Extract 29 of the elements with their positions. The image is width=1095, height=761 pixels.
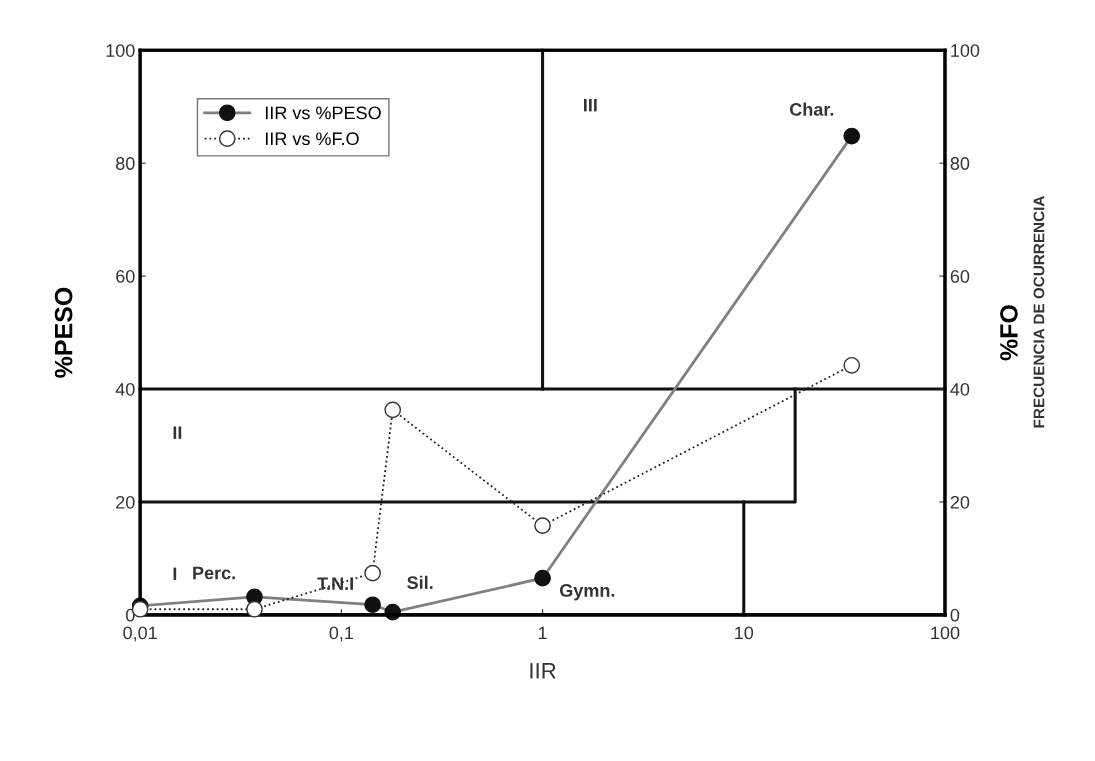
y-tick-label: 40	[115, 382, 135, 396]
y2-tick-label: 100	[951, 44, 980, 57]
annotation: Gymn.	[559, 584, 615, 601]
y2-tick-label: 0	[950, 608, 960, 622]
x-axis-title: IIR	[530, 663, 556, 679]
y2-axis-title: %FO	[1000, 305, 1018, 361]
y2-tick-label: 60	[950, 270, 970, 283]
text: FRECUENCIA DE OCURRENCIA	[1033, 195, 1045, 428]
y-tick-label: 60	[116, 270, 135, 283]
x-tick-label: 1	[538, 626, 547, 640]
y2-tick-label: 20	[950, 495, 970, 509]
y-axis-title: %PESO	[54, 287, 73, 378]
x-tick-label: 10	[735, 626, 754, 640]
annotation: Sil.	[407, 575, 433, 590]
annotation: Char.	[789, 102, 834, 116]
legend-label: IIR vs %F.O	[265, 132, 359, 146]
annotation: Perc.	[193, 566, 235, 580]
x-tick-label: 0,1	[329, 626, 354, 642]
annotation: III	[584, 98, 597, 112]
y2-tick-label: 40	[950, 382, 970, 396]
y-tick-label: 80	[116, 157, 135, 170]
y-tick-label: 20	[116, 495, 135, 509]
legend-label: IIR vs %PESO	[265, 106, 381, 120]
annotation: II	[173, 426, 182, 439]
y2-tick-label: 80	[950, 157, 970, 170]
annotation: I	[173, 567, 177, 581]
y-tick-label: 100	[106, 44, 135, 57]
x-tick-label: 0,01	[123, 626, 157, 642]
x-tick-label: 100	[931, 626, 960, 640]
